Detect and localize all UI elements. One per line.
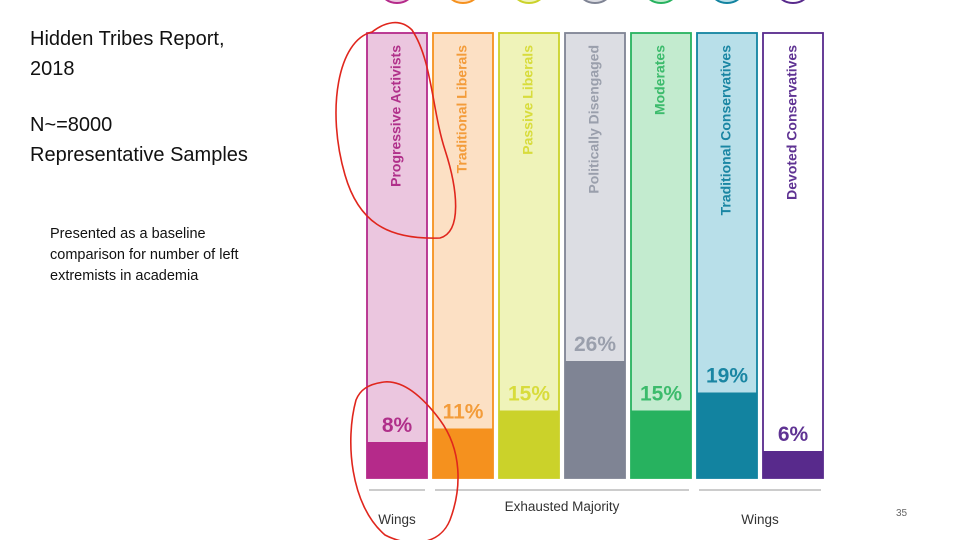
slide-subtitle: N~=8000 Representative Samples xyxy=(30,114,248,166)
category-label-progressive-activists: Progressive Activists xyxy=(388,45,404,187)
category-label-moderates: Moderates xyxy=(652,45,668,115)
bar-fill-progressive-activists xyxy=(367,442,427,478)
value-label-politically-disengaged: 26% xyxy=(574,333,616,356)
category-label-devoted-conservatives: Devoted Conservatives xyxy=(784,45,800,200)
tribe-emblem-moderates xyxy=(649,0,673,4)
bar-column-moderates xyxy=(630,32,692,479)
category-label-passive-liberals: Passive Liberals xyxy=(520,45,536,155)
bar-fill-moderates xyxy=(631,410,691,478)
group-label-exhausted-majority-1: Exhausted Majority xyxy=(505,499,620,514)
bar-fill-traditional-liberals xyxy=(433,428,493,478)
tribe-emblem-progressive-activists xyxy=(385,0,409,4)
bar-fill-passive-liberals xyxy=(499,410,559,478)
value-label-progressive-activists: 8% xyxy=(382,414,413,437)
annotation-circle-eight-percent xyxy=(349,381,459,540)
tribe-emblem-politically-disengaged xyxy=(583,0,607,4)
value-label-passive-liberals: 15% xyxy=(508,383,550,406)
value-label-traditional-conservatives: 19% xyxy=(706,365,748,388)
bar-fill-politically-disengaged xyxy=(565,361,625,478)
bar-fill-traditional-conservatives xyxy=(697,392,757,478)
annotation-circle-activists xyxy=(335,21,457,239)
bar-column-passive-liberals xyxy=(498,32,560,479)
tribe-emblem-traditional-liberals xyxy=(451,0,475,4)
group-label-wings-2: Wings xyxy=(741,512,779,527)
value-label-moderates: 15% xyxy=(640,383,682,406)
category-label-politically-disengaged: Politically Disengaged xyxy=(586,45,602,194)
tribe-emblem-passive-liberals xyxy=(517,0,541,4)
slide-title: Hidden Tribes Report, 2018 xyxy=(30,28,225,80)
value-label-traditional-liberals: 11% xyxy=(443,401,484,424)
bar-column-traditional-liberals xyxy=(432,32,494,479)
tribe-emblem-traditional-conservatives xyxy=(715,0,739,4)
page-number: 35 xyxy=(896,508,908,519)
category-label-traditional-conservatives: Traditional Conservatives xyxy=(718,45,734,216)
bar-fill-devoted-conservatives xyxy=(763,451,823,478)
tribe-emblem-devoted-conservatives xyxy=(781,0,805,4)
bar-column-progressive-activists xyxy=(366,32,428,479)
group-label-wings-0: Wings xyxy=(378,512,416,527)
category-label-traditional-liberals: Traditional Liberals xyxy=(454,45,470,174)
value-label-devoted-conservatives: 6% xyxy=(778,423,809,446)
slide-note: Presented as a baseline comparison for n… xyxy=(50,226,239,284)
